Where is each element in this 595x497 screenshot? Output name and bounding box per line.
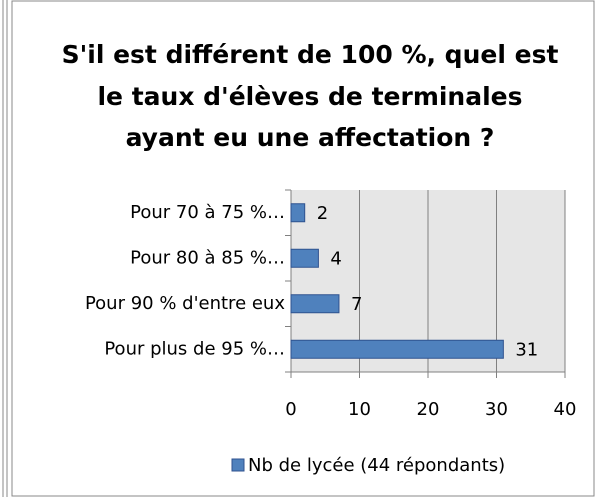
bar xyxy=(290,339,504,359)
chart-title: le taux d'élèves de terminales xyxy=(97,82,522,111)
data-label: 4 xyxy=(330,248,341,269)
chart-title: S'il est différent de 100 %, quel est xyxy=(62,40,559,69)
chart-border xyxy=(11,0,595,497)
data-label: 2 xyxy=(317,203,328,224)
y-tick-label: Pour 70 à 75 %… xyxy=(130,202,285,223)
y-tick-label: Pour plus de 95 %… xyxy=(104,338,285,359)
x-tick-label: 40 xyxy=(554,399,577,420)
data-label: 31 xyxy=(515,339,538,360)
bar xyxy=(290,294,340,314)
legend-swatch xyxy=(231,458,245,472)
x-tick-label: 20 xyxy=(417,399,440,420)
legend-label: Nb de lycée (44 répondants) xyxy=(248,455,505,476)
chart-title: ayant eu une affectation ? xyxy=(126,123,495,152)
bar xyxy=(290,248,319,268)
y-tick-label: Pour 90 % d'entre eux xyxy=(85,293,285,314)
x-tick-label: 30 xyxy=(485,399,508,420)
data-label: 7 xyxy=(351,294,362,315)
y-tick-label: Pour 80 à 85 %… xyxy=(130,247,285,268)
x-tick-label: 10 xyxy=(348,399,371,420)
bar xyxy=(290,203,306,223)
x-tick-label: 0 xyxy=(285,399,296,420)
